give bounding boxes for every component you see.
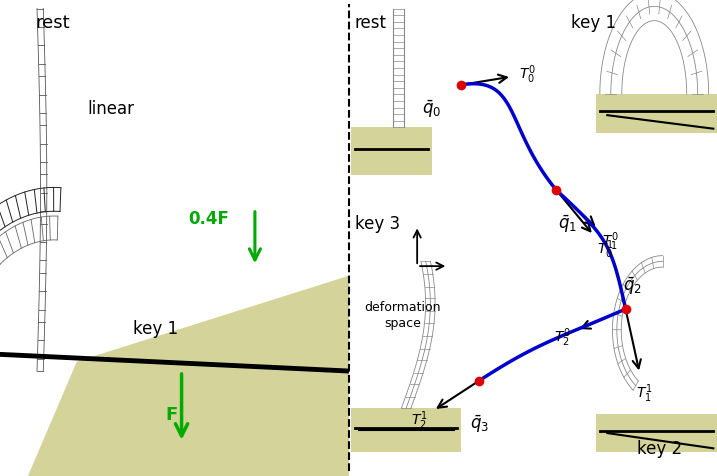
Text: linear: linear bbox=[87, 100, 134, 118]
Text: 0.4F: 0.4F bbox=[189, 210, 229, 228]
Text: key 1: key 1 bbox=[571, 14, 616, 32]
Polygon shape bbox=[597, 95, 717, 133]
Text: $\bar{q}_3$: $\bar{q}_3$ bbox=[470, 413, 489, 434]
Polygon shape bbox=[351, 128, 432, 176]
Polygon shape bbox=[28, 276, 349, 476]
Text: key 2: key 2 bbox=[637, 439, 682, 457]
Polygon shape bbox=[597, 414, 717, 452]
Text: deformation
space: deformation space bbox=[364, 300, 441, 329]
Text: $T^0_1$: $T^0_1$ bbox=[602, 229, 619, 252]
Text: F: F bbox=[165, 405, 177, 423]
Text: $\bar{q}_1$: $\bar{q}_1$ bbox=[558, 213, 576, 234]
Text: $T^1_1$: $T^1_1$ bbox=[635, 381, 652, 404]
Text: $\bar{q}_0$: $\bar{q}_0$ bbox=[422, 99, 442, 120]
Polygon shape bbox=[351, 408, 461, 452]
Text: key 1: key 1 bbox=[133, 319, 178, 337]
Text: $T^1_2$: $T^1_2$ bbox=[412, 408, 428, 431]
Text: $\bar{q}_2$: $\bar{q}_2$ bbox=[623, 275, 642, 296]
Text: $T^0_2$: $T^0_2$ bbox=[554, 326, 571, 348]
Text: rest: rest bbox=[35, 14, 70, 32]
Text: rest: rest bbox=[355, 14, 387, 32]
Text: key 3: key 3 bbox=[355, 214, 400, 232]
Text: $T^0_0$: $T^0_0$ bbox=[518, 64, 536, 86]
Text: $T^1_0$: $T^1_0$ bbox=[597, 238, 613, 261]
